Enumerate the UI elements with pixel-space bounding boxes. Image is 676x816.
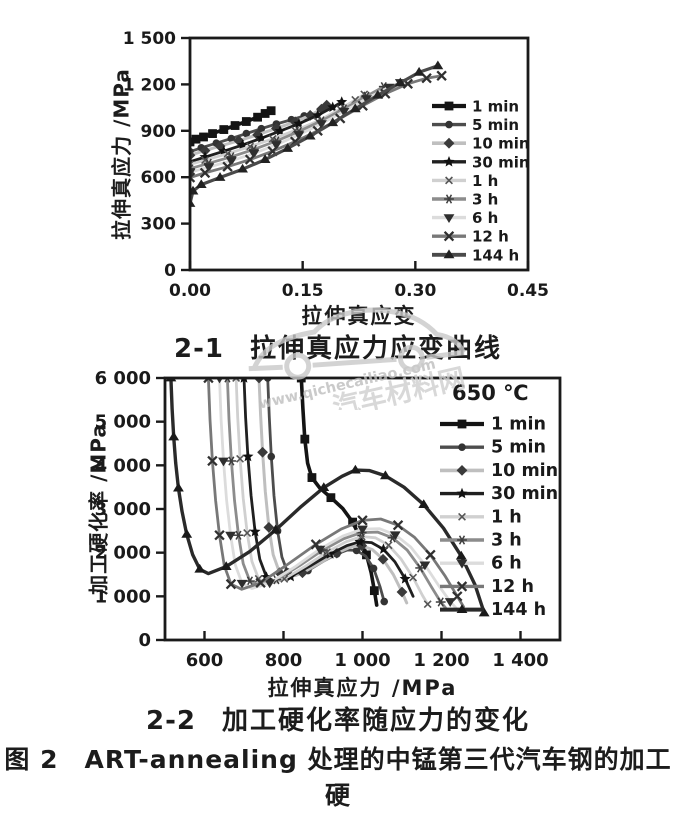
legend-label: 1 min [491,415,546,435]
series-1-min [190,106,276,147]
legend-label: 144 h [491,600,546,620]
y-tick-label: 4 000 [95,455,151,476]
legend-item-5-min: 5 min [440,438,546,458]
legend-item-12-h: 12 h [440,577,534,597]
legend-item-1-h: 1 h [432,172,498,190]
chart1-caption-index: 2-1 [174,334,224,364]
y-tick-label: 2 000 [95,543,151,564]
chart2-caption: 2-2 加工硬化率随应力的变化 [0,700,676,737]
legend: 650 ℃ 1 min 5 min 10 min 30 min 1 h 3 h 6 h 12 h… [440,381,558,620]
legend-item-144-h: 144 h [432,246,519,264]
series-12-h [203,378,465,609]
y-tick-label: 3 000 [95,499,151,520]
y-tick-label: 1 200 [123,75,176,95]
legend-label: 5 min [472,116,519,134]
legend-item-1-min: 1 min [440,415,546,435]
legend-header: 650 ℃ [452,381,529,405]
y-tick-label: 6 000 [95,368,151,389]
legend-item-30-min: 30 min [432,153,530,171]
legend-label: 1 h [472,172,498,190]
y-tick-label: 1 000 [95,586,151,607]
legend-item-3-h: 3 h [432,191,498,209]
chart2-caption-index: 2-2 [146,706,196,736]
legend-label: 1 h [491,507,522,527]
legend-label: 6 h [491,554,522,574]
chart2-x-axis-label: 拉伸真应力 /MPa [267,676,458,700]
legend-label: 1 min [472,98,519,116]
y-tick-label: 1 500 [123,29,176,49]
legend-label: 6 h [472,209,498,227]
series-144-h [165,378,490,617]
legend-item-6-h: 6 h [440,554,522,574]
y-tick-label: 900 [141,122,177,142]
legend-item-10-min: 10 min [440,461,558,481]
chart2-caption-text: 加工硬化率随应力的变化 [221,706,530,736]
x-tick-label: 0.45 [507,281,549,301]
legend-item-30-min: 30 min [440,484,558,504]
x-tick-label: 1 400 [492,650,548,671]
x-tick-label: 0.15 [282,281,324,301]
x-tick-label: 0.00 [169,281,211,301]
legend-label: 30 min [491,484,558,504]
legend-label: 12 h [472,228,509,246]
figure-caption: 图 2 ART-annealing 处理的中锰第三代汽车钢的加工硬 化行为 [0,742,676,816]
y-tick-label: 600 [141,168,177,188]
legend-item-6-h: 6 h [432,209,498,227]
legend-item-1-h: 1 h [440,507,522,527]
legend-label: 12 h [491,577,534,597]
legend-item-10-min: 10 min [432,135,530,153]
series-10-min [253,378,409,605]
y-tick-label: 0 [138,630,151,651]
legend-label: 10 min [472,135,530,153]
legend-label: 10 min [491,461,558,481]
x-tick-label: 800 [265,650,303,671]
legend-item-5-min: 5 min [432,116,519,134]
x-tick-label: 0.30 [394,281,436,301]
legend-label: 30 min [472,153,530,171]
legend-label: 3 h [491,531,522,551]
axes: 0 300 600 900 1 200 1 500 0.00 0.15 0.30 0.45 [123,29,549,301]
chart1-plot: 0 300 600 900 1 200 1 500 0.00 0.15 0.30 0.45 1 mi… [123,29,549,301]
legend-item-1-min: 1 min [432,98,519,116]
legend-item-144-h: 144 h [440,600,546,620]
y-tick-label: 300 [141,215,177,235]
x-tick-label: 1 000 [334,650,390,671]
axes: 0 1 000 2 000 3 000 4 000 5 000 6 000 600 800 1 0… [95,368,549,671]
chart2-plot: 0 1 000 2 000 3 000 4 000 5 000 6 000 600 800 1 0… [95,368,562,671]
x-tick-label: 1 200 [413,650,469,671]
legend-item-3-h: 3 h [440,531,522,551]
chart1-x-axis-label: 拉伸真应变 [301,304,417,328]
legend-item-12-h: 12 h [432,228,509,246]
legend-label: 144 h [472,246,519,264]
y-tick-label: 0 [164,261,176,281]
series-30-min [240,378,415,598]
figure-caption-line1: 图 2 ART-annealing 处理的中锰第三代汽车钢的加工硬 [4,745,672,810]
legend-label: 5 min [491,438,546,458]
x-tick-label: 600 [186,650,224,671]
y-tick-label: 5 000 [95,412,151,433]
legend-label: 3 h [472,191,498,209]
